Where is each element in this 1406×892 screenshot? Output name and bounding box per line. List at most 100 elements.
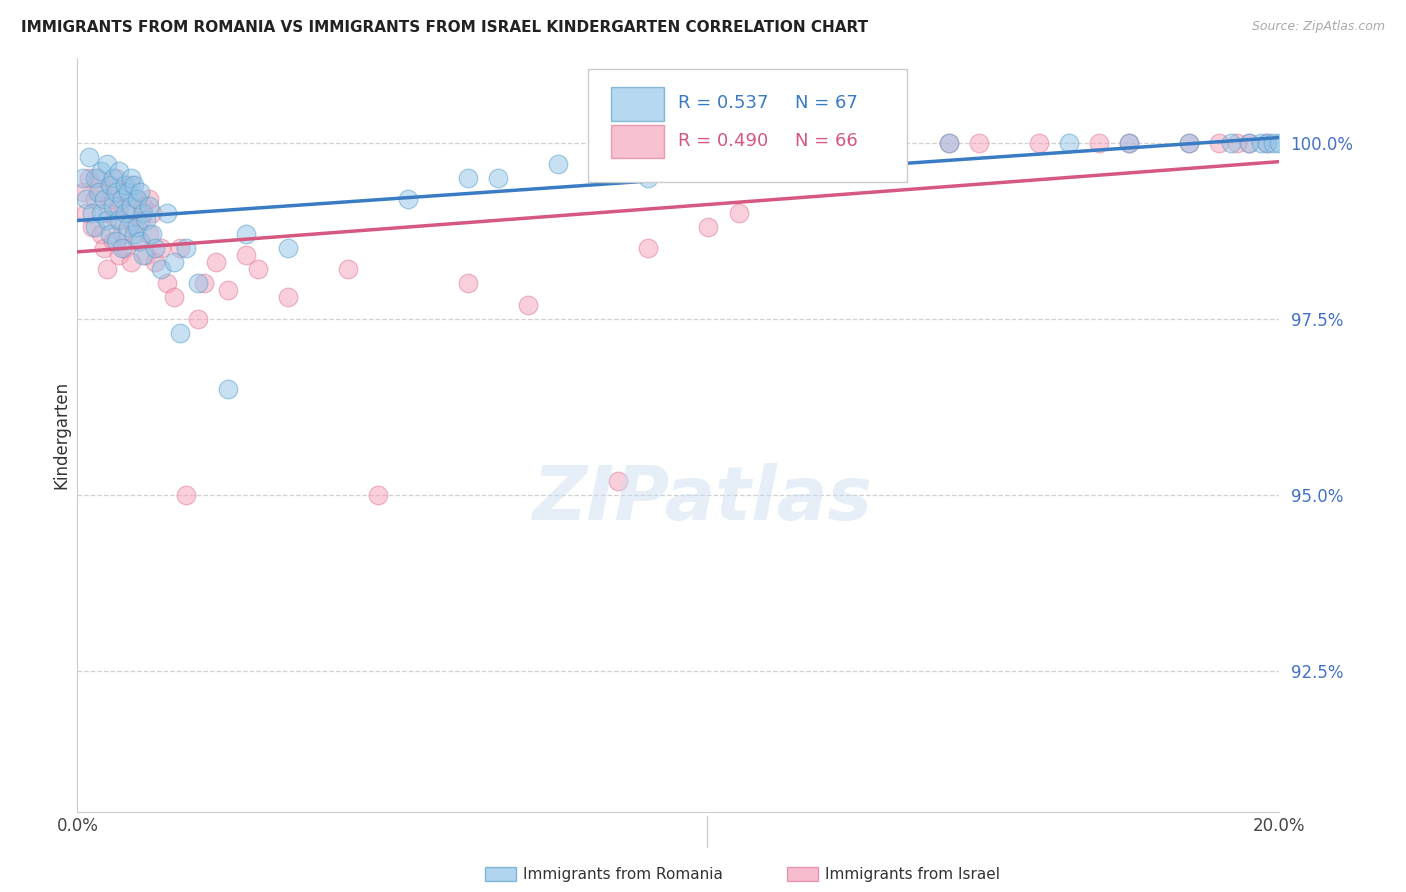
Point: [72, 170, 94, 185]
Text: N = 67: N = 67: [794, 95, 858, 112]
Point: [877, 136, 900, 150]
Y-axis label: Kindergarten: Kindergarten: [52, 381, 70, 489]
Point: [111, 241, 134, 255]
Point: [127, 192, 149, 206]
Point: [114, 206, 136, 220]
Point: [90, 206, 112, 220]
Point: [246, 262, 269, 277]
Point: [156, 277, 179, 291]
Point: [117, 185, 139, 199]
Point: [967, 136, 990, 150]
Point: [517, 297, 540, 311]
Point: [111, 192, 134, 206]
Point: [96, 206, 118, 220]
Point: [193, 277, 215, 291]
Point: [1208, 136, 1230, 150]
Point: [697, 163, 720, 178]
Point: [1239, 136, 1261, 150]
Point: [162, 291, 184, 305]
Point: [141, 206, 163, 220]
Point: [132, 206, 155, 220]
Point: [162, 255, 184, 269]
Point: [105, 185, 128, 199]
Point: [127, 220, 149, 235]
Point: [105, 170, 128, 185]
Point: [129, 213, 152, 227]
Point: [82, 206, 104, 220]
Point: [93, 192, 115, 206]
Point: [100, 227, 122, 241]
Point: [129, 185, 152, 199]
Point: [637, 241, 659, 255]
Point: [82, 220, 104, 235]
Point: [90, 227, 112, 241]
Point: [108, 163, 131, 178]
Point: [114, 185, 136, 199]
Point: [637, 170, 659, 185]
Point: [1226, 136, 1249, 150]
Point: [217, 284, 239, 298]
Point: [1057, 136, 1080, 150]
Point: [186, 277, 209, 291]
Point: [87, 170, 110, 185]
Point: [697, 220, 720, 235]
Point: [1268, 136, 1291, 150]
Text: Source: ZipAtlas.com: Source: ZipAtlas.com: [1251, 20, 1385, 33]
Point: [132, 248, 155, 262]
Text: R = 0.490: R = 0.490: [679, 132, 769, 150]
Point: [114, 178, 136, 192]
Point: [108, 199, 131, 213]
Point: [105, 213, 128, 227]
Point: [84, 220, 107, 235]
Text: Immigrants from Israel: Immigrants from Israel: [825, 867, 1000, 881]
Point: [138, 227, 160, 241]
Point: [84, 170, 107, 185]
Point: [457, 170, 479, 185]
Point: [103, 170, 125, 185]
Point: [1250, 136, 1272, 150]
Point: [486, 170, 509, 185]
Point: [96, 156, 118, 170]
FancyBboxPatch shape: [612, 125, 664, 158]
Point: [1028, 136, 1050, 150]
Point: [79, 150, 101, 164]
Point: [1178, 136, 1201, 150]
Point: [186, 311, 209, 326]
Point: [1263, 136, 1285, 150]
Point: [103, 234, 125, 248]
Point: [90, 163, 112, 178]
Point: [84, 192, 107, 206]
Point: [1118, 136, 1140, 150]
Point: [79, 170, 101, 185]
Point: [93, 241, 115, 255]
Point: [100, 178, 122, 192]
Point: [117, 220, 139, 235]
Point: [217, 382, 239, 396]
Text: IMMIGRANTS FROM ROMANIA VS IMMIGRANTS FROM ISRAEL KINDERGARTEN CORRELATION CHART: IMMIGRANTS FROM ROMANIA VS IMMIGRANTS FR…: [21, 20, 869, 35]
Point: [367, 488, 389, 502]
Point: [120, 199, 142, 213]
Point: [1088, 136, 1111, 150]
Point: [277, 291, 299, 305]
Point: [105, 234, 128, 248]
Point: [336, 262, 359, 277]
Point: [124, 227, 146, 241]
Text: R = 0.537: R = 0.537: [679, 95, 769, 112]
Point: [277, 241, 299, 255]
Point: [235, 248, 257, 262]
Point: [150, 262, 173, 277]
Point: [120, 178, 142, 192]
Point: [607, 474, 630, 488]
Point: [124, 220, 146, 235]
Text: ZIPatlas: ZIPatlas: [533, 463, 873, 536]
Point: [87, 185, 110, 199]
Point: [138, 199, 160, 213]
Point: [204, 255, 226, 269]
Point: [127, 192, 149, 206]
Point: [457, 277, 479, 291]
Point: [138, 192, 160, 206]
Point: [1178, 136, 1201, 150]
Point: [1256, 136, 1278, 150]
Point: [169, 326, 191, 340]
Point: [103, 192, 125, 206]
